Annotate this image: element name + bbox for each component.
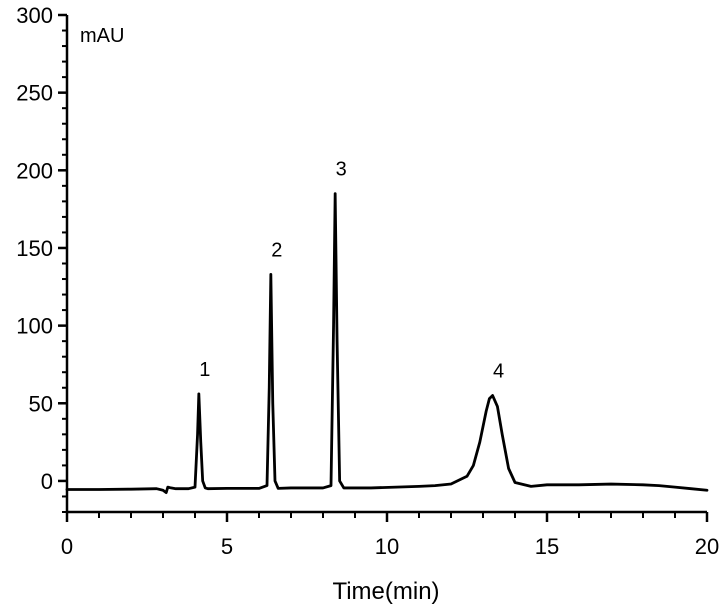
chromatogram-trace: [65, 192, 709, 494]
y-tick-label: 50: [29, 391, 53, 416]
y-tick-label: 0: [41, 469, 53, 494]
y-tick-label: 300: [16, 3, 53, 28]
x-axis-title: Time(min): [332, 578, 439, 605]
peak-label-4: 4: [493, 361, 504, 383]
y-tick-label: 150: [16, 236, 53, 261]
y-tick-label: 100: [16, 314, 53, 339]
x-tick-label: 15: [535, 534, 559, 559]
plot-layer: 0 50 100 150 200 250 300 0 5 10 15 20 1 2 3 4: [16, 3, 719, 559]
y-tick-label: 200: [16, 158, 53, 183]
peak-label-1: 1: [199, 359, 210, 381]
x-tick-label: 10: [375, 534, 399, 559]
y-axis-unit-label: mAU: [80, 25, 124, 47]
y-tick-label: 250: [16, 81, 53, 106]
peak-label-2: 2: [271, 239, 282, 261]
peak-label-3: 3: [336, 159, 347, 181]
x-tick-label: 0: [61, 534, 73, 559]
x-tick-label: 5: [221, 534, 233, 559]
x-tick-label: 20: [695, 534, 719, 559]
